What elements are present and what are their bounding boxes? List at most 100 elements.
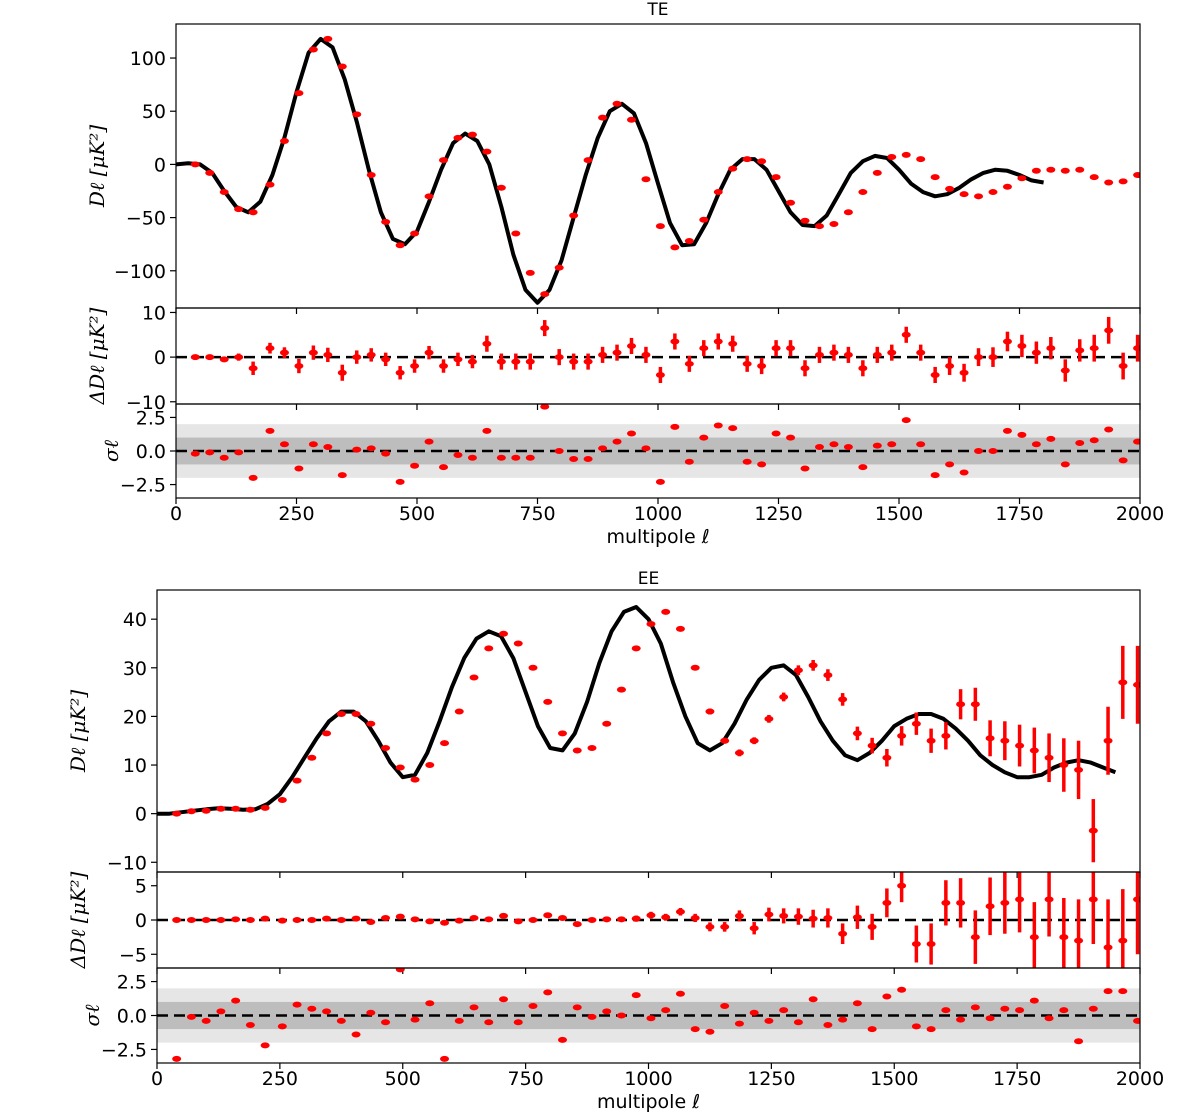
data-point [231,997,241,1004]
data-point [641,351,651,358]
data-point [764,1017,774,1024]
data-point [336,1017,346,1024]
x-axis-label: multipole ℓ [606,526,709,548]
data-point [800,365,810,372]
y-tick-label: 10 [142,302,166,324]
chart-ee: EE 40 30 20 10 0 −10 Dℓ [μK²] 5 0 −5 ΔDℓ [μK²] 2.5 0.… [66,569,1164,1113]
data-point [771,174,781,181]
data-point [742,156,752,163]
data-point [1103,737,1113,744]
data-point [366,445,376,452]
plot-area [176,35,1140,305]
data-point [779,912,789,919]
data-point [959,369,969,376]
data-point [1118,937,1128,944]
data-point [513,1019,523,1026]
panel-frame [175,23,1141,309]
data-point [439,363,449,370]
data-point [587,1013,597,1020]
data-point [469,674,479,681]
data-point [974,354,984,361]
data-point [454,917,464,924]
x-tick-label: 0 [170,503,182,525]
data-point [569,358,579,365]
data-point [901,417,911,424]
panel-spectrum: 100 50 0 −50 −100 Dℓ [μK²] [85,23,1141,314]
y-tick-label: 40 [123,609,147,631]
plot-area [157,968,1140,1062]
data-point [381,1019,391,1026]
data-point [786,199,796,206]
data-point [829,220,839,227]
data-point [823,672,833,679]
data-point [1133,896,1140,903]
data-point [1088,1005,1098,1012]
data-point [525,269,535,276]
data-point [959,469,969,476]
data-point [887,153,897,160]
data-point [469,1004,479,1011]
data-point [764,715,774,722]
data-point [1088,896,1098,903]
data-point [172,810,182,817]
data-point [930,174,940,181]
data-point [528,664,538,671]
data-point [540,291,550,298]
model-line [157,605,1117,816]
data-point [425,1000,435,1007]
data-point [616,1012,626,1019]
data-point [424,193,434,200]
data-point [425,762,435,769]
plot-area [176,404,1140,485]
data-point [867,1026,877,1033]
data-point [323,35,333,42]
data-point [786,345,796,352]
data-point [219,454,229,461]
data-point [734,912,744,919]
data-point [469,914,479,921]
data-point [1031,167,1041,174]
data-point [675,908,685,915]
data-point [720,923,730,930]
data-point [843,443,853,450]
data-point [381,914,391,921]
data-point [713,422,723,429]
data-point [867,923,877,930]
data-point [1031,441,1041,448]
data-point [655,371,665,378]
panel-sigma: 2.5 0.0 −2.5 σℓ [99,403,1141,504]
data-point [540,404,550,410]
data-point [1118,363,1128,370]
data-point [201,917,211,923]
data-point [366,919,376,926]
data-point [557,1036,567,1043]
data-point [897,732,907,739]
data-point [616,686,626,693]
data-point [1133,681,1140,688]
data-point [655,223,665,230]
chart-title: TE [646,0,668,20]
data-point [1046,166,1056,173]
data-point [323,443,333,450]
y-axis-label: Dℓ [μK²] [66,690,90,773]
data-point [1103,944,1113,951]
data-point [1044,754,1054,761]
data-point [277,917,287,924]
data-point [720,1003,730,1009]
data-point [260,915,270,922]
y-tick-label: 0.0 [136,441,166,463]
data-point [1075,166,1085,173]
x-tick-label: 500 [385,1068,421,1090]
data-point [742,360,752,367]
data-point [260,1042,270,1049]
data-point [583,358,593,365]
data-point [1015,1007,1025,1014]
data-point [453,134,463,141]
data-point [771,430,781,437]
y-tick-label: 0.0 [117,1006,147,1028]
data-point [511,454,521,461]
y-axis-label: ΔDℓ [μK²] [66,871,90,969]
data-point [749,737,759,744]
data-point [395,968,405,973]
y-tick-label: −5 [119,944,147,966]
